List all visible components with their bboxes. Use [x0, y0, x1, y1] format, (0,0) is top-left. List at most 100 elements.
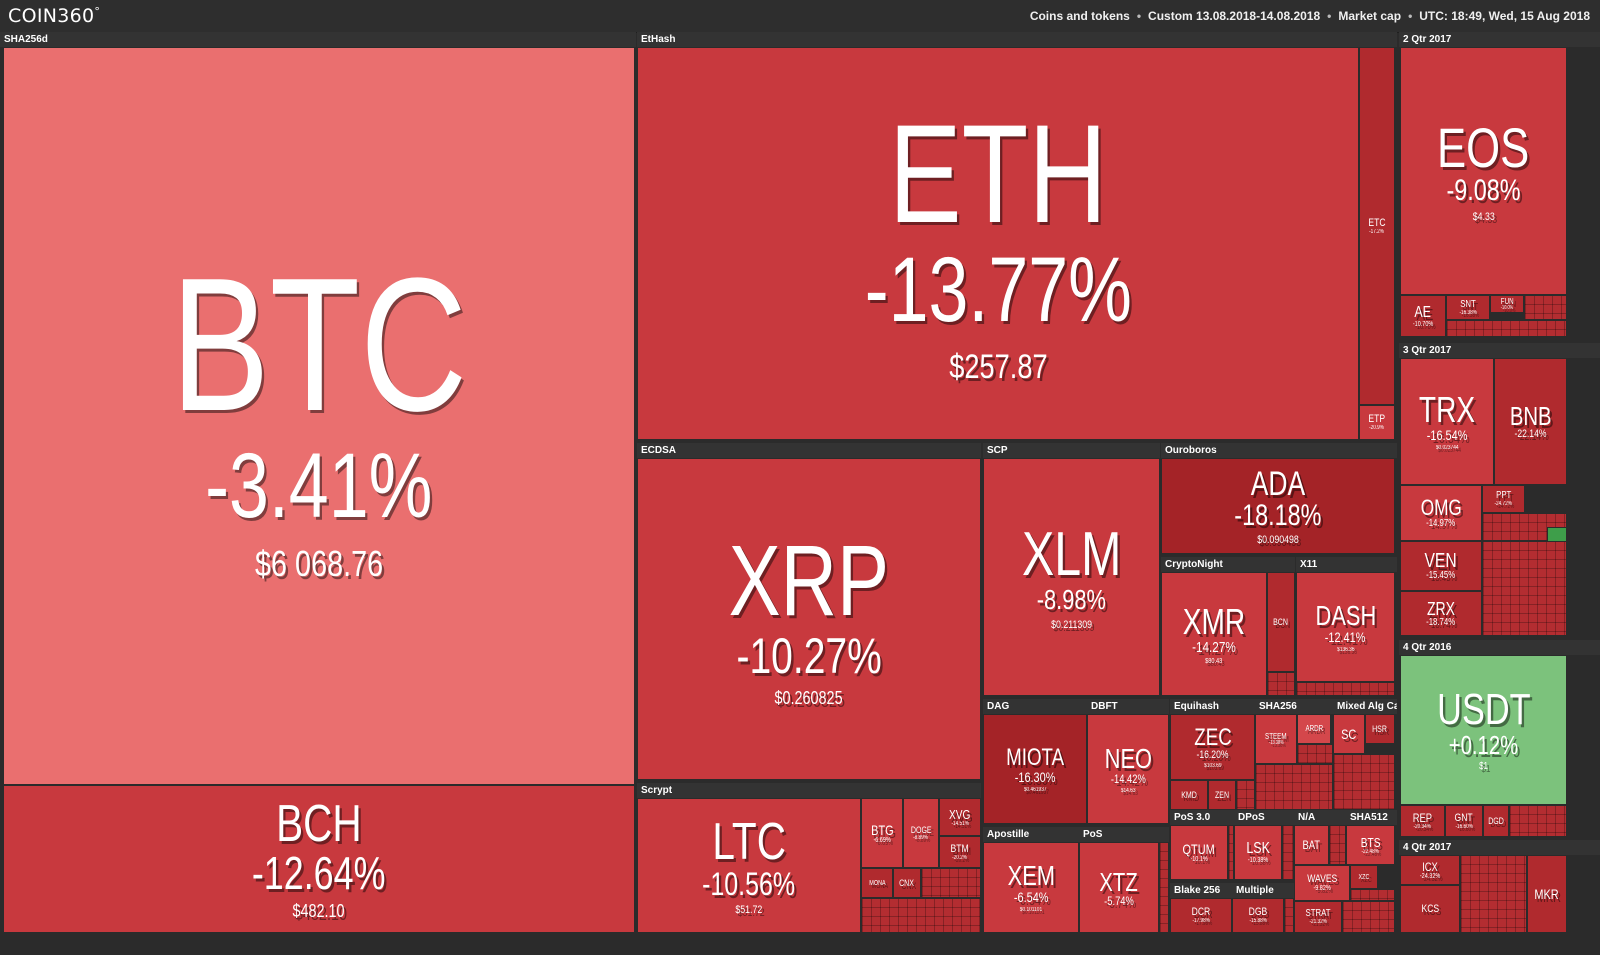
small-coins-scrypt-b[interactable] [921, 868, 981, 898]
small-coins-cryptonight[interactable] [1267, 672, 1295, 696]
coin-tile-hsr[interactable]: HSR [1365, 714, 1395, 744]
group-label-ecdsa: ECDSA [637, 443, 981, 458]
coin-tile-xmr[interactable]: XMR -14.27% $80.43 [1161, 572, 1267, 696]
coin-tile-btm[interactable]: BTM -20.2% [939, 836, 981, 868]
filter-scope[interactable]: Coins and tokens [1029, 9, 1130, 23]
coin-tile-btg[interactable]: BTG -6.69% [861, 798, 903, 868]
coin-tile-dgd[interactable]: DGD [1483, 805, 1509, 837]
coin-tile-dash[interactable]: DASH -12.41% $136.36 [1296, 572, 1395, 682]
small-coins-pos[interactable] [1159, 842, 1169, 933]
filter-summary[interactable]: Coins and tokens • Custom 13.08.2018-14.08… [1029, 9, 1590, 23]
group-label-scp: SCP [983, 443, 1160, 458]
coin-tile-rep[interactable]: REP -20.34% [1400, 805, 1445, 837]
coin-tile-etp[interactable]: ETP -20.9% [1359, 405, 1395, 440]
small-coins-q2-2017[interactable] [1446, 320, 1567, 337]
coin-tile-bcn[interactable]: BCN [1267, 572, 1295, 672]
coin-tile-xlm[interactable]: XLM -8.98% $0.211309 [983, 458, 1160, 696]
coin-tile-ltc[interactable]: LTC -10.56% $51.72 [637, 798, 861, 933]
small-coins-scrypt[interactable] [861, 898, 981, 933]
small-coins-equihash[interactable] [1236, 780, 1255, 810]
small-coins-na[interactable] [1329, 825, 1346, 865]
top-bar: COIN360° Coins and tokens • Custom 13.08.2… [0, 0, 1600, 33]
coin-tile-ada[interactable]: ADA -18.18% $0.090498 [1161, 458, 1395, 554]
coin-tile-omg[interactable]: OMG -14.97% [1400, 485, 1482, 541]
coin-tile-trx[interactable]: TRX -16.54% $0.023744 [1400, 358, 1494, 485]
coin-tile-zec[interactable]: ZEC -16.20% $103.69 [1170, 714, 1255, 780]
small-coins-mixed[interactable] [1333, 754, 1395, 810]
coin-tile-xrp[interactable]: XRP -10.27% $0.260825 [637, 458, 981, 780]
coin-tile-bch[interactable]: BCH -12.64% $482.10 [3, 785, 635, 933]
coin-tile-xem[interactable]: XEM -6.54% $0.101101 [983, 842, 1079, 933]
small-coins-q3-2017-b[interactable] [1482, 541, 1567, 636]
group-label-dpos: DPoS [1234, 810, 1294, 825]
group-label-q3-2017: 3 Qtr 2017 [1399, 343, 1600, 358]
small-coins-na-c[interactable] [1342, 901, 1395, 933]
small-coins-q4-2016[interactable] [1509, 805, 1567, 837]
group-label-sha256d: SHA256d [0, 32, 636, 47]
coin-tile-btc[interactable]: BTC -3.41% $6 068.76 [3, 47, 635, 785]
coin-tile-zrx[interactable]: ZRX -18.74% [1400, 591, 1482, 636]
coin-tile-lsk[interactable]: LSK -10.38% [1234, 825, 1282, 880]
group-label-mixed-alg: Mixed Alg Cat [1333, 699, 1397, 714]
coin-tile-steem[interactable]: STEEM -13.38% [1255, 714, 1297, 764]
coin-tile-miota[interactable]: MIOTA -16.30% $0.461937 [983, 714, 1087, 824]
group-label-cryptonight: CryptoNight [1161, 557, 1295, 572]
group-label-x11: X11 [1296, 557, 1397, 572]
coin-tile-xtz[interactable]: XTZ -5.74% [1079, 842, 1159, 933]
coin-tile-xzc[interactable]: XZC [1350, 865, 1378, 889]
coin-tile-eth[interactable]: ETH -13.77% $257.87 [637, 47, 1359, 440]
date-range[interactable]: Custom 13.08.2018-14.08.2018 [1148, 9, 1321, 23]
coin-tile-cnx[interactable]: CNX [893, 868, 921, 898]
coin-tile-bts[interactable]: BTS -22.48% [1346, 825, 1395, 865]
coin-tile-mkr[interactable]: MKR [1527, 855, 1567, 933]
small-coins-x11[interactable] [1296, 682, 1395, 696]
small-coins-na-b[interactable] [1350, 889, 1395, 901]
coin-tile-dgb[interactable]: DGB -15.88% [1232, 898, 1284, 933]
coin-tile-ardr[interactable]: ARDR [1297, 714, 1331, 744]
coin-tile-bnb[interactable]: BNB -22.14% [1494, 358, 1567, 485]
coin-tile-ppt[interactable]: PPT -24.72% [1482, 485, 1525, 513]
group-label-q4-2016: 4 Qtr 2016 [1399, 640, 1600, 655]
coin-tile-strat[interactable]: STRAT -21.32% [1294, 901, 1342, 933]
coin-tile-ven[interactable]: VEN -15.45% [1400, 541, 1482, 591]
coin-tile-waves[interactable]: WAVES -9.82% [1294, 865, 1350, 901]
small-coins-pos3[interactable] [1228, 825, 1234, 880]
timestamp: UTC: 18:49, Wed, 15 Aug 2018 [1419, 9, 1590, 23]
coin-tile-neo[interactable]: NEO -14.42% $14.63 [1087, 714, 1169, 824]
small-coins-q4-2017[interactable] [1460, 855, 1527, 933]
coin-tile-eos[interactable]: EOS -9.08% $4.33 [1400, 47, 1567, 295]
group-label-sha512: SHA512 [1346, 810, 1397, 825]
coin360-logo[interactable]: COIN360° [8, 5, 101, 27]
group-label-dbft: DBFT [1087, 699, 1169, 714]
coin-tile-kcs[interactable]: KCS [1400, 885, 1460, 933]
coin-tile-etc[interactable]: ETC -17.2% [1359, 47, 1395, 405]
coin-tile-mona[interactable]: MONA [861, 868, 893, 898]
coin-tile-kmd[interactable]: KMD [1170, 780, 1208, 810]
coin-tile-zen[interactable]: ZEN [1208, 780, 1236, 810]
small-coins-sha256[interactable] [1255, 764, 1333, 810]
coin-tile-doge[interactable]: DOGE -8.89% [903, 798, 939, 868]
small-coins-dpos[interactable] [1282, 825, 1294, 880]
group-label-sha256: SHA256 [1255, 699, 1333, 714]
coin-tile-usdt[interactable]: USDT +0.12% $1 [1400, 655, 1567, 805]
small-coins-q2-2017-b[interactable] [1524, 295, 1567, 320]
group-label-na: N/A [1294, 810, 1346, 825]
coin-tile-dcr[interactable]: DCR -17.98% [1170, 898, 1232, 933]
coin-tile-xvg[interactable]: XVG -14.51% [939, 798, 981, 836]
coin-tile-gnt[interactable]: GNT -16.60% [1445, 805, 1483, 837]
coin-tile-sc[interactable]: SC [1333, 714, 1365, 754]
metric-selector[interactable]: Market cap [1338, 9, 1402, 23]
group-label-ouroboros: Ouroboros [1161, 443, 1397, 458]
coin-tile-icx[interactable]: ICX -24.32% [1400, 855, 1460, 885]
group-label-multiple: Multiple [1232, 883, 1294, 898]
coin-tile-qtum[interactable]: QTUM -10.1% [1170, 825, 1228, 880]
coin-tile-ae[interactable]: AE -10.70% [1400, 295, 1446, 337]
group-label-scrypt: Scrypt [637, 783, 981, 798]
group-label-q2-2017: 2 Qtr 2017 [1399, 32, 1600, 47]
small-coins-sha256-b[interactable] [1297, 744, 1333, 764]
coin-tile-snt[interactable]: SNT -16.38% [1446, 295, 1490, 320]
group-label-ethash: EtHash [637, 32, 1397, 47]
small-coins-multiple[interactable] [1284, 898, 1294, 933]
coin-tile-bat[interactable]: BAT [1294, 825, 1329, 865]
coin-tile-fun[interactable]: FUN -10.0% [1490, 295, 1524, 313]
